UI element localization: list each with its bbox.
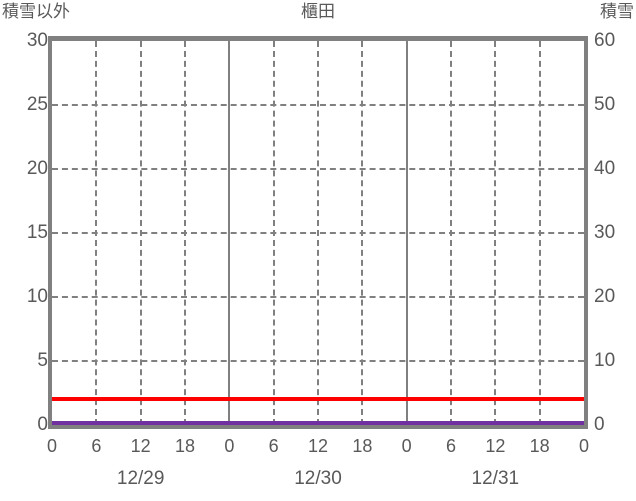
left-axis-caption: 積雪以外 (2, 2, 70, 21)
x-axis-tick-label: 0 (46, 436, 57, 456)
x-axis-tick-label: 6 (268, 436, 279, 456)
x-axis-tick-label: 12 (485, 436, 506, 456)
chart-title: 櫃田 (301, 2, 335, 21)
y-axis-right-tick-label: 50 (594, 94, 616, 115)
gridline-vertical (139, 41, 142, 425)
x-axis-day-label: 12/31 (471, 468, 520, 489)
gridline-vertical (184, 41, 186, 425)
day-boundary-line (405, 41, 408, 425)
gridline-vertical (538, 41, 541, 425)
gridline-vertical (361, 41, 364, 425)
y-axis-right-tick-label: 60 (594, 30, 616, 51)
y-axis-left-tick-label: 0 (37, 414, 48, 435)
y-axis-left-tick-label: 25 (26, 94, 48, 115)
x-axis-tick-label: 12 (307, 436, 329, 456)
series-line-1 (52, 397, 584, 402)
y-axis-left-tick-label: 5 (37, 350, 48, 371)
y-axis-right-tick-label: 0 (594, 414, 605, 435)
x-axis-tick-label: 12 (130, 436, 151, 456)
x-axis-tick-label: 18 (352, 436, 373, 456)
y-axis-left-tick-label: 20 (26, 158, 48, 179)
x-axis-tick-label: 6 (91, 436, 102, 456)
gridline-vertical (494, 41, 497, 425)
x-axis-tick-label: 18 (529, 436, 550, 456)
gridline-vertical (95, 41, 98, 425)
x-axis-tick-label: 0 (578, 436, 589, 456)
x-axis-day-label: 12/30 (294, 468, 342, 489)
plot-inner (52, 41, 584, 425)
y-axis-right-tick-label: 20 (594, 286, 616, 307)
x-axis-tick-label: 6 (445, 436, 456, 456)
y-axis-right-tick-label: 30 (594, 222, 616, 243)
series-line-2 (52, 421, 584, 425)
y-axis-right-tick-label: 40 (594, 158, 616, 179)
x-axis-tick-label: 0 (401, 436, 412, 456)
plot-area (48, 36, 588, 429)
y-axis-left-tick-label: 10 (26, 286, 48, 307)
gridline-vertical (272, 41, 275, 425)
x-axis-day-label: 12/29 (116, 468, 165, 489)
y-axis-left-tick-label: 30 (26, 30, 48, 51)
gridline-vertical (317, 41, 319, 425)
day-boundary-line (228, 41, 231, 425)
right-axis-caption: 積雪 (600, 2, 634, 21)
y-axis-left-tick-label: 15 (26, 222, 48, 243)
gridline-vertical (450, 41, 452, 425)
y-axis-right-tick-label: 10 (594, 350, 616, 371)
x-axis-tick-label: 0 (224, 436, 235, 456)
x-axis-tick-label: 18 (174, 436, 196, 456)
